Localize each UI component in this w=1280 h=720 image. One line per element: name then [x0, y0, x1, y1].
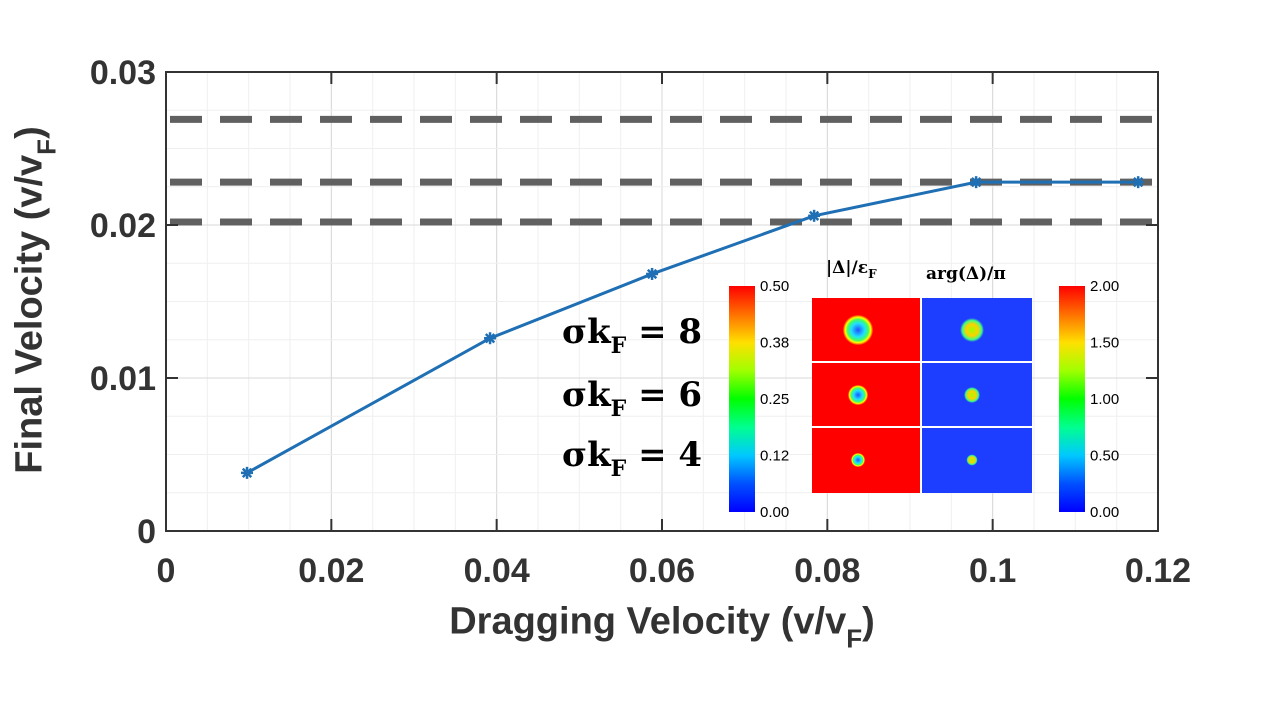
- y-tick-label: 0.01: [90, 360, 156, 398]
- colorbar-phase-label: 0.00: [1090, 504, 1119, 521]
- inset-maps: 0.50 0.38 0.25 0.12 0.00 2.00 1.50 1.00 0.50 0.00: [729, 278, 1119, 521]
- colorbar-magnitude: [729, 286, 755, 512]
- annotation-sigma-8: σkF = 8: [562, 312, 703, 359]
- colorbar-magnitude-label: 0.12: [760, 448, 789, 465]
- colorbar-phase: [1059, 286, 1085, 512]
- data-point: [808, 209, 821, 222]
- vortex-magnitude: [848, 385, 868, 405]
- x-tick-label: 0.02: [298, 552, 364, 590]
- colorbar-magnitude-label: 0.38: [760, 335, 789, 352]
- data-point: [241, 466, 254, 479]
- x-tick-label: 0.04: [464, 552, 530, 590]
- colorbar-magnitude-label: 0.00: [760, 504, 789, 521]
- vortex-phase: [964, 387, 980, 403]
- y-tick-label: 0: [137, 513, 156, 551]
- x-tick-label: 0.06: [629, 552, 695, 590]
- vortex-magnitude: [843, 315, 873, 345]
- vortex-magnitude: [851, 453, 865, 467]
- x-tick-label: 0: [157, 552, 176, 590]
- series-line: [246, 180, 1139, 475]
- colorbar-magnitude-label: 0.50: [760, 278, 789, 295]
- x-tick-label: 0.1: [969, 552, 1016, 590]
- data-point: [484, 332, 497, 345]
- x-axis-title: Dragging Velocity (v/vF): [449, 600, 875, 654]
- annotation-sigma-6: σkF = 6: [562, 375, 703, 422]
- colorbar-magnitude-label: 0.25: [760, 391, 789, 408]
- colorbar-phase-label: 2.00: [1090, 278, 1119, 295]
- y-tick-label: 0.02: [90, 207, 156, 245]
- annotation-sigma-4: σkF = 4: [562, 435, 703, 482]
- reference-lines: [170, 115, 1158, 226]
- inset-title-magnitude: |Δ|/εF: [826, 258, 877, 281]
- data-point: [970, 176, 983, 189]
- data-point: [646, 267, 659, 280]
- data-series: [241, 176, 1145, 479]
- y-axis-title: Final Velocity (v/vF): [8, 126, 62, 474]
- inset-title-phase: arg(Δ)/π: [926, 264, 1006, 284]
- x-tick-label: 0.08: [794, 552, 860, 590]
- x-tick-label: 0.12: [1125, 552, 1191, 590]
- data-point: [1132, 176, 1145, 189]
- colorbar-phase-label: 1.50: [1090, 335, 1119, 352]
- vortex-phase: [960, 318, 984, 342]
- y-tick-label: 0.03: [90, 54, 156, 92]
- vortex-phase: [966, 454, 978, 466]
- map-magnitude-panel: [812, 427, 920, 493]
- tick-labels: 0 0.02 0.04 0.06 0.08 0.1 0.12 0 0.01 0.02 0.03: [90, 54, 1191, 590]
- colorbar-phase-label: 1.00: [1090, 391, 1119, 408]
- plot-frame: [165, 71, 1159, 532]
- colorbar-phase-label: 0.50: [1090, 448, 1119, 465]
